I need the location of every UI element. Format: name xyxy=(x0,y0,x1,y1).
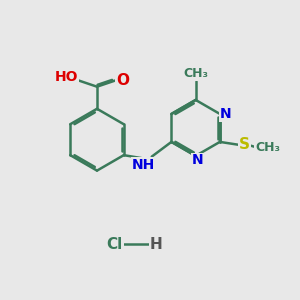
Text: O: O xyxy=(116,73,129,88)
Text: Cl: Cl xyxy=(106,237,123,252)
Text: HO: HO xyxy=(55,70,78,84)
Text: N: N xyxy=(191,153,203,167)
Text: S: S xyxy=(239,137,250,152)
Text: CH₃: CH₃ xyxy=(183,67,208,80)
Text: N: N xyxy=(219,107,231,121)
Text: H: H xyxy=(149,237,162,252)
Text: CH₃: CH₃ xyxy=(255,141,280,154)
Text: NH: NH xyxy=(131,158,154,172)
